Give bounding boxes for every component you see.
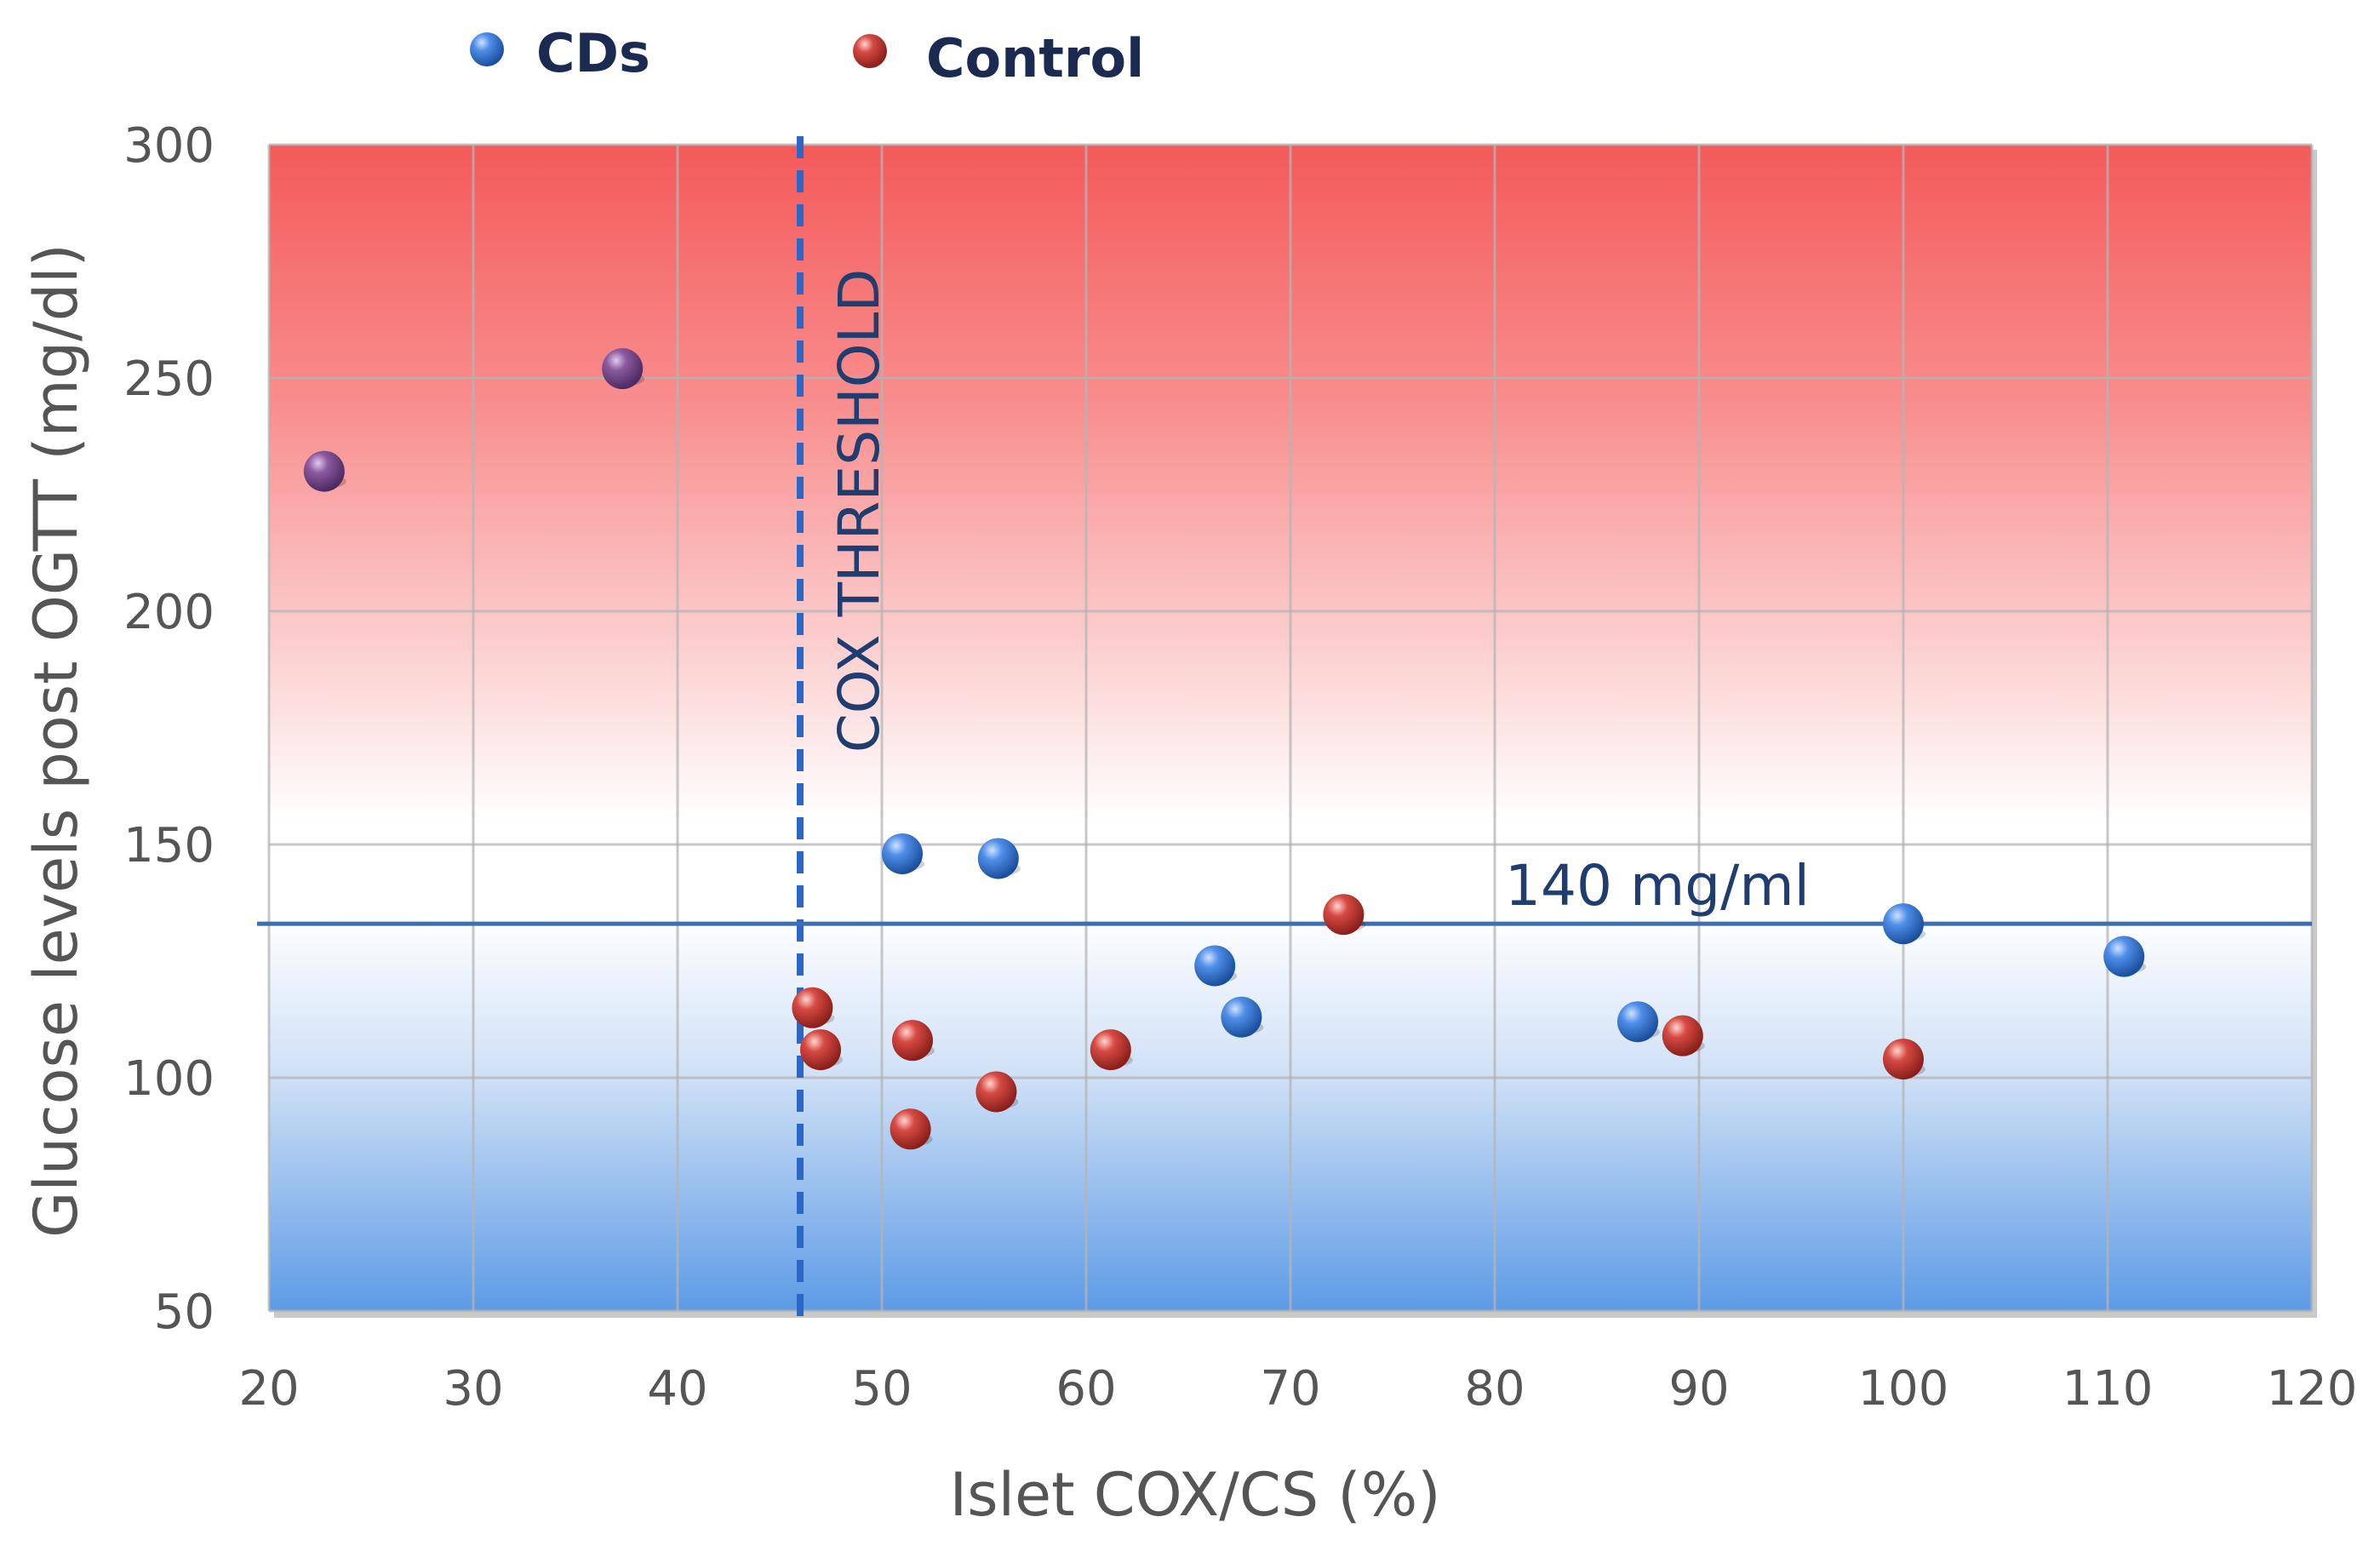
y-tick-label-250: 250 (123, 352, 215, 407)
glucose-140-reference-label: 140 mg/ml (1505, 853, 1810, 919)
y-axis-title: Glucose levels post OGTT (mg/dl) (21, 243, 91, 1238)
x-tick-label-80: 80 (1464, 1361, 1525, 1417)
x-tick-label-50: 50 (851, 1361, 912, 1417)
series-cds (882, 833, 2147, 1043)
point-marker-control-4 (975, 1071, 1017, 1113)
x-tick-label-20: 20 (238, 1361, 299, 1417)
point-marker-control-7 (1662, 1015, 1703, 1056)
x-tick-label-30: 30 (443, 1361, 503, 1417)
point-marker-unassigned-0 (303, 450, 345, 492)
x-tick-label-70: 70 (1260, 1361, 1320, 1417)
x-tick-label-120: 120 (2267, 1361, 2358, 1417)
point-marker-control-8 (1883, 1039, 1924, 1080)
legend-marker-cds (470, 32, 504, 66)
cox-threshold-label: COX THRESHOLD (827, 269, 892, 753)
legend-label-cds: CDs (536, 22, 650, 84)
x-axis-title: Islet COX/CS (%) (949, 1460, 1440, 1530)
point-marker-control-2 (892, 1020, 933, 1062)
y-axis-ticks: 50 100 150 200 250 300 (123, 118, 215, 1340)
grid (267, 143, 2314, 1313)
legend-label-control: Control (926, 27, 1144, 89)
point-marker-control-1 (800, 1029, 841, 1071)
y-tick-label-150: 150 (123, 818, 215, 873)
point-marker-cds-2 (1194, 945, 1236, 987)
series-control (792, 894, 1925, 1150)
x-tick-label-90: 90 (1668, 1361, 1729, 1417)
y-tick-label-300: 300 (123, 118, 215, 174)
legend-marker-control (853, 34, 887, 68)
series-unassigned (303, 348, 645, 492)
point-marker-cds-5 (1883, 903, 1924, 945)
point-marker-cds-3 (1221, 996, 1262, 1038)
point-marker-unassigned-1 (602, 348, 644, 390)
x-axis-ticks: 20 30 40 50 60 70 80 90 100 110 120 (238, 1361, 2357, 1417)
data-points (303, 348, 2147, 1150)
point-marker-cds-1 (977, 838, 1019, 879)
x-tick-label-40: 40 (647, 1361, 707, 1417)
y-tick-label-100: 100 (123, 1051, 215, 1107)
point-marker-control-3 (890, 1108, 931, 1150)
legend: CDs Control (470, 22, 1144, 89)
y-tick-label-50: 50 (154, 1285, 215, 1340)
point-marker-cds-4 (1617, 1001, 1658, 1043)
x-tick-label-100: 100 (1858, 1361, 1949, 1417)
x-tick-label-60: 60 (1056, 1361, 1116, 1417)
point-marker-control-0 (792, 987, 833, 1028)
x-tick-label-110: 110 (2062, 1361, 2154, 1417)
y-tick-label-200: 200 (123, 585, 215, 640)
point-marker-cds-6 (2103, 936, 2145, 977)
point-marker-cds-0 (882, 833, 923, 874)
point-marker-control-6 (1323, 894, 1364, 936)
point-marker-control-5 (1090, 1029, 1131, 1071)
